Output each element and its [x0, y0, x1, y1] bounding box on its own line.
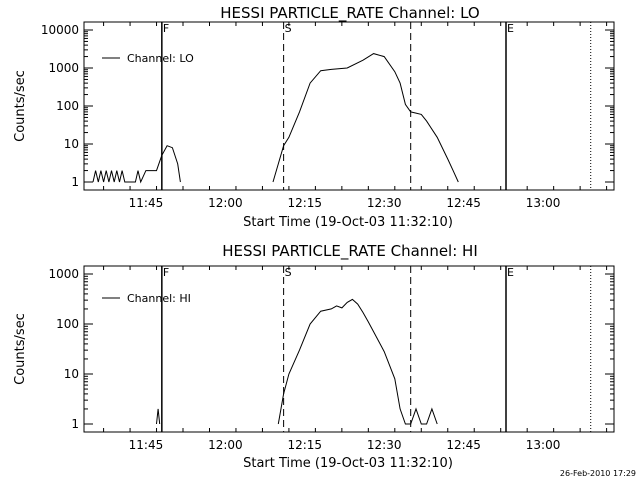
- x-axis-label: Start Time (19-Oct-03 11:32:10): [243, 456, 453, 471]
- y-tick-label: 1: [71, 417, 79, 431]
- event-marker-label: E: [507, 22, 514, 35]
- x-tick-label: 13:00: [526, 196, 561, 210]
- y-tick-label: 10000: [41, 23, 79, 37]
- y-tick-label: 10: [64, 137, 79, 151]
- y-ticks: 1 10 100 1000: [48, 267, 614, 431]
- y-tick-label: 1000: [48, 267, 79, 281]
- x-tick-label: 12:30: [367, 438, 402, 452]
- x-ticks: 11:45 12:00 12:15 12:30 12:45 13:00: [103, 22, 608, 210]
- x-tick-label: 12:00: [208, 438, 243, 452]
- y-tick-label: 100: [56, 317, 79, 331]
- y-tick-label: 100: [56, 99, 79, 113]
- event-marker-label: F: [163, 266, 169, 279]
- y-tick-label: 1: [71, 175, 79, 189]
- chart-panel-lo: HESSI PARTICLE_RATE Channel: LO Counts/s…: [13, 4, 615, 230]
- event-marker-label: E: [507, 266, 514, 279]
- chart-title: HESSI PARTICLE_RATE Channel: LO: [220, 4, 479, 23]
- x-tick-label: 12:00: [208, 196, 243, 210]
- y-axis-label: Counts/sec: [13, 313, 28, 385]
- timestamp: 26-Feb-2010 17:29: [560, 469, 636, 478]
- legend-label: Channel: LO: [127, 52, 194, 65]
- plot-frame: [83, 265, 615, 433]
- legend: Channel: LO: [102, 52, 194, 65]
- x-ticks: 11:45 12:00 12:15 12:30 12:45 13:00: [103, 266, 608, 452]
- event-marker-label: S: [285, 22, 292, 35]
- x-tick-label: 11:45: [129, 438, 164, 452]
- x-tick-label: 12:15: [287, 438, 322, 452]
- legend: Channel: HI: [102, 292, 191, 305]
- series-line-lo: [92, 53, 459, 184]
- x-tick-label: 12:45: [446, 438, 481, 452]
- series-line-hi: [156, 298, 438, 425]
- chart-title: HESSI PARTICLE_RATE Channel: HI: [222, 242, 478, 261]
- y-ticks: 1 10 100 1000 10000: [41, 23, 614, 189]
- x-axis-label: Start Time (19-Oct-03 11:32:10): [243, 215, 453, 230]
- x-tick-label: 11:45: [129, 196, 164, 210]
- event-marker-label: S: [285, 266, 292, 279]
- x-tick-label: 12:45: [446, 196, 481, 210]
- event-marker-label: F: [163, 22, 169, 35]
- chart-panel-hi: HESSI PARTICLE_RATE Channel: HI Counts/s…: [13, 242, 615, 471]
- x-tick-label: 13:00: [526, 438, 561, 452]
- x-tick-label: 12:30: [367, 196, 402, 210]
- y-tick-label: 10: [64, 367, 79, 381]
- y-axis-label: Counts/sec: [13, 70, 28, 142]
- x-tick-label: 12:15: [287, 196, 322, 210]
- plot-frame: [83, 21, 615, 191]
- legend-label: Channel: HI: [127, 292, 191, 305]
- y-tick-label: 1000: [48, 61, 79, 75]
